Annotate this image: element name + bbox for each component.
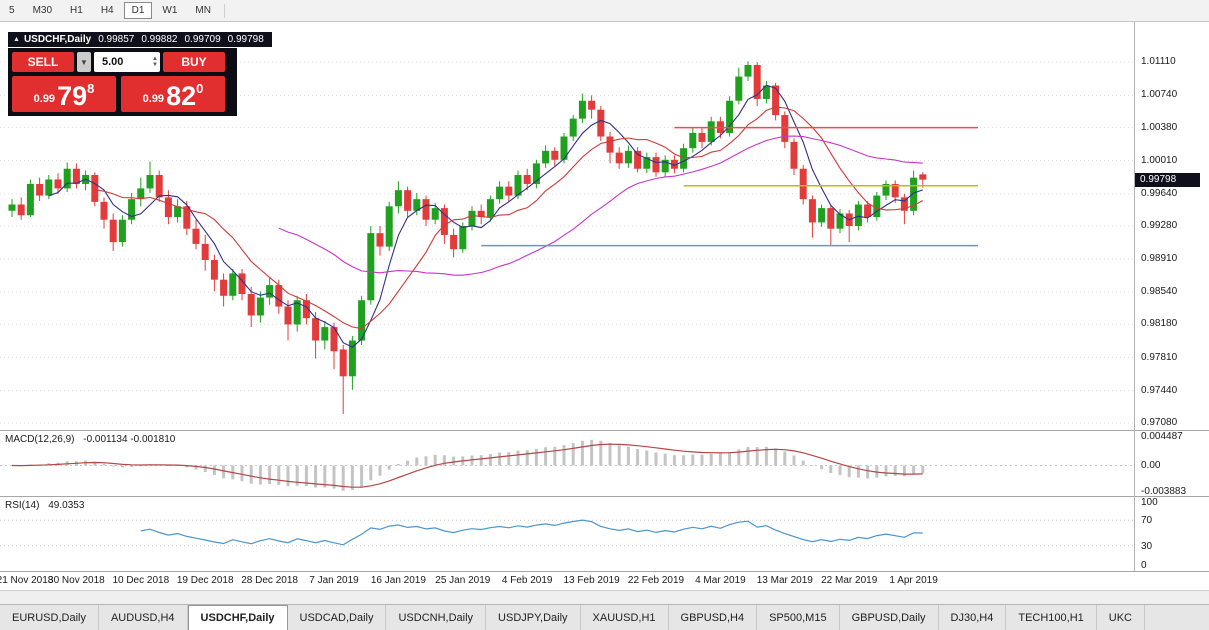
price-scale-label: 0.97080 [1141, 416, 1178, 428]
lot-dropdown-button[interactable]: ▼ [77, 52, 91, 72]
buy-price-base: 0.99 [142, 93, 165, 105]
chart-tab-gbpusd-daily[interactable]: GBPUSD,Daily [840, 605, 939, 630]
macd-pane: MACD(12,26,9) -0.001134 -0.001810 0.0044… [0, 431, 1209, 497]
chart-tab-sp500-m15[interactable]: SP500,M15 [757, 605, 840, 630]
date-axis-label: 4 Mar 2019 [695, 575, 746, 586]
price-scale-divider [1134, 22, 1135, 571]
chart-tab-usdjpy-daily[interactable]: USDJPY,Daily [486, 605, 581, 630]
rsi-value: 49.0353 [48, 500, 85, 511]
timeframe-mn[interactable]: MN [195, 5, 211, 16]
price-scale-label: 0.97440 [1141, 384, 1178, 396]
chart-tab-gbpusd-h4[interactable]: GBPUSD,H4 [669, 605, 758, 630]
sell-price-base: 0.99 [33, 93, 56, 105]
current-price-badge: 0.99798 [1135, 172, 1200, 187]
date-axis-label: 10 Dec 2018 [112, 575, 170, 586]
date-axis-label: 19 Dec 2018 [176, 575, 234, 586]
date-axis-label: 16 Jan 2019 [370, 575, 426, 586]
chart-title: USDCHF,Daily [23, 34, 92, 45]
indicator-scale-label: 0.004487 [1141, 431, 1183, 443]
price-scale-label: 0.98180 [1141, 318, 1178, 330]
ohlc-low: 0.99709 [184, 34, 221, 45]
lot-spinner[interactable]: ▲ ▼ [152, 56, 158, 68]
rsi-label: RSI(14) 49.0353 [5, 500, 84, 511]
timeframe-m30[interactable]: M30 [32, 5, 53, 16]
indicator-scale-label: 0 [1141, 560, 1147, 571]
price-scale-label: 1.01110 [1141, 56, 1176, 68]
timeframe-h1[interactable]: H1 [70, 5, 83, 16]
price-scale-label: 1.00740 [1141, 89, 1178, 101]
macd-values: -0.001134 -0.001810 [83, 434, 176, 445]
date-axis-label: 13 Mar 2019 [756, 575, 813, 586]
chart-title-bar: ▲ USDCHF,Daily 0.99857 0.99882 0.99709 0… [8, 32, 272, 47]
date-axis: 21 Nov 2018 30 Nov 2018 10 Dec 2018 19 Dec … [0, 572, 1209, 590]
rsi-pane: RSI(14) 49.0353 100 70 30 0 [0, 497, 1209, 571]
lot-size-value: 5.00 [102, 56, 124, 68]
timeframe-toolbar: 5 M30 H1 H4 D1 W1 MN [0, 0, 1209, 22]
chart-tab-tech100-h1[interactable]: TECH100,H1 [1006, 605, 1097, 630]
sell-price-pips: 79 [57, 81, 88, 111]
ohlc-open: 0.99857 [98, 34, 135, 45]
price-scale-label: 0.98910 [1141, 253, 1178, 265]
date-axis-label: 21 Nov 2018 [0, 575, 54, 586]
indicator-scale-label: -0.003883 [1141, 485, 1187, 497]
chart-tab-eurusd-daily[interactable]: EURUSD,Daily [0, 605, 99, 630]
price-chart-canvas [0, 61, 1134, 424]
price-scale-label: 0.99640 [1141, 187, 1178, 199]
main-chart-pane: ▲ USDCHF,Daily 0.99857 0.99882 0.99709 0… [0, 22, 1209, 430]
date-axis-label: 7 Jan 2019 [309, 575, 359, 586]
buy-price-pipette: 0 [196, 81, 204, 96]
chart-tab-xauusd-h1[interactable]: XAUUSD,H1 [581, 605, 669, 630]
price-scale-label: 1.00010 [1141, 154, 1178, 166]
ohlc-high: 0.99882 [141, 34, 178, 45]
timeframe-w1[interactable]: W1 [162, 5, 178, 16]
date-axis-label: 13 Feb 2019 [563, 575, 620, 586]
rsi-canvas [0, 519, 1134, 547]
collapse-icon[interactable]: ▲ [13, 36, 20, 43]
macd-name: MACD(12,26,9) [5, 434, 75, 445]
status-strip [0, 590, 1209, 604]
toolbar-divider [223, 3, 225, 18]
date-axis-label: 28 Dec 2018 [241, 575, 298, 586]
sell-price-display[interactable]: 0.99 79 8 [12, 76, 116, 112]
pane-separator[interactable] [0, 430, 1209, 431]
chart-tab-usdcnh-daily[interactable]: USDCNH,Daily [386, 605, 487, 630]
timeframe-d1[interactable]: D1 [123, 2, 153, 19]
date-axis-label: 22 Feb 2019 [627, 575, 685, 586]
chart-tab-bar: EURUSD,Daily AUDUSD,H4 USDCHF,Daily USDCAD,… [0, 604, 1209, 630]
macd-canvas [0, 439, 1134, 491]
buy-price-display[interactable]: 0.99 82 0 [121, 76, 225, 112]
rsi-name: RSI(14) [5, 500, 40, 511]
date-axis-label: 4 Feb 2019 [501, 575, 553, 586]
macd-label: MACD(12,26,9) -0.001134 -0.001810 [5, 434, 175, 445]
chart-tab-dj30-h4[interactable]: DJ30,H4 [939, 605, 1007, 630]
chart-tab-usdcad-daily[interactable]: USDCAD,Daily [288, 605, 387, 630]
chart-tab-usdchf-daily[interactable]: USDCHF,Daily [187, 605, 288, 630]
chart-tab-ukc[interactable]: UKC [1097, 605, 1145, 630]
sell-button[interactable]: SELL [12, 52, 74, 72]
price-scale-label: 0.99280 [1141, 220, 1178, 231]
sell-price-pipette: 8 [87, 81, 95, 96]
indicator-scale-label: 30 [1141, 540, 1153, 552]
date-axis-label: 1 Apr 2019 [889, 575, 938, 586]
date-axis-label: 25 Jan 2019 [435, 575, 491, 586]
price-scale-label: 0.97810 [1141, 351, 1178, 363]
ohlc-close: 0.99798 [227, 34, 264, 45]
price-scale-label: 1.00380 [1141, 121, 1178, 133]
chart-tab-audusd-h4[interactable]: AUDUSD,H4 [99, 605, 188, 630]
lot-size-input[interactable]: 5.00 ▲ ▼ [94, 52, 160, 72]
date-axis-label: 30 Nov 2018 [48, 575, 105, 586]
timeframe-h4[interactable]: H4 [100, 5, 114, 16]
date-axis-label: 22 Mar 2019 [821, 575, 878, 586]
buy-price-pips: 82 [166, 81, 197, 111]
pane-separator[interactable] [0, 496, 1209, 497]
one-click-trading-panel: SELL ▼ 5.00 ▲ ▼ BUY 0.99 79 8 0.99 82 0 [8, 48, 237, 116]
buy-button[interactable]: BUY [163, 52, 225, 72]
pane-separator [0, 571, 1209, 572]
price-scale-label: 0.98540 [1141, 286, 1178, 298]
indicator-scale-label: 100 [1141, 497, 1158, 508]
indicator-scale-label: 70 [1141, 515, 1153, 527]
timeframe-5[interactable]: 5 [9, 5, 15, 16]
indicator-scale-label: 0.00 [1141, 460, 1161, 472]
